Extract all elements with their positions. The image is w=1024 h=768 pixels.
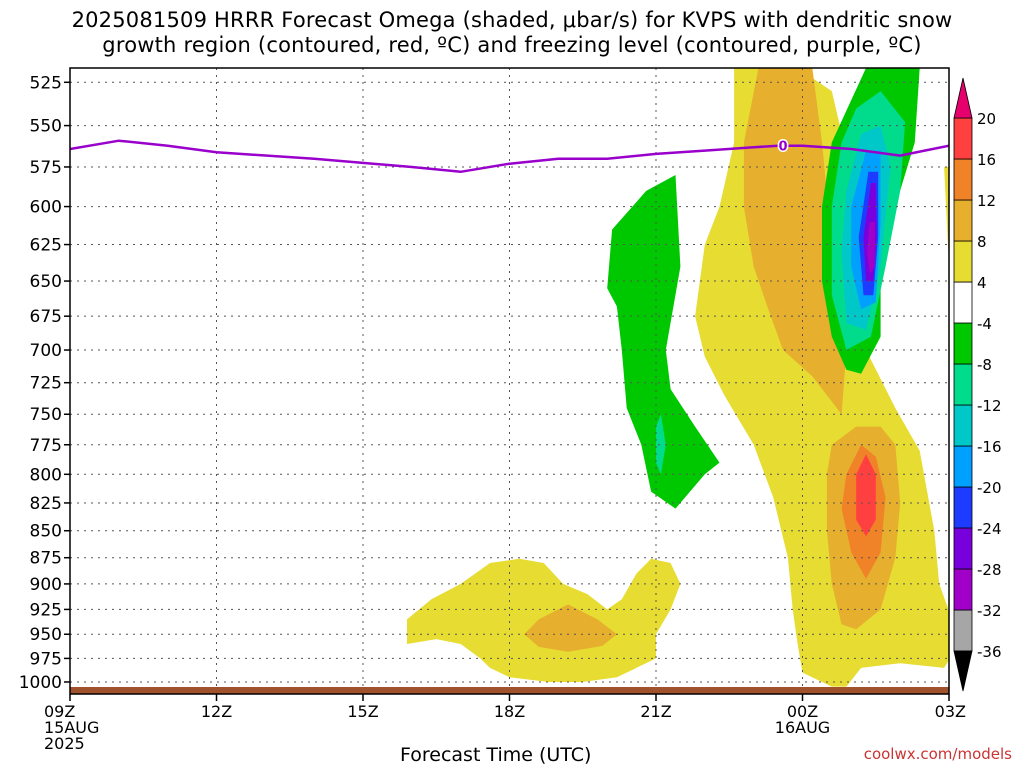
x-tick-label-15-0: 00Z bbox=[787, 702, 818, 721]
y-tick-label-675: 675 bbox=[30, 307, 62, 327]
y-axis: 525 550 575 600 625 650 675 700 725 750 775 800 825 8… bbox=[19, 73, 70, 693]
colorbar-label-12: 16 bbox=[977, 151, 996, 169]
credit-link[interactable]: coolwx.com/models bbox=[863, 745, 1012, 763]
colorbar-label-1: -32 bbox=[977, 602, 1002, 620]
chart-title-line-1: 2025081509 HRRR Forecast Omega (shaded, … bbox=[71, 8, 953, 32]
x-tick-label-12-0: 21Z bbox=[640, 702, 671, 721]
colorbar-label-2: -28 bbox=[977, 561, 1002, 579]
y-tick-label-600: 600 bbox=[30, 198, 62, 218]
y-tick-label-625: 625 bbox=[30, 236, 62, 256]
colorbar-label-8: -4 bbox=[977, 315, 992, 333]
colorbar-label-4: -20 bbox=[977, 479, 1002, 497]
colorbar-label-0: -36 bbox=[977, 643, 1002, 661]
colorbar-box-11 bbox=[953, 158, 973, 201]
colorbar-box-7 bbox=[953, 322, 973, 365]
omega-region-dn-4-8 bbox=[607, 175, 720, 509]
colorbar-label-7: -8 bbox=[977, 356, 992, 374]
y-tick-label-800: 800 bbox=[30, 465, 62, 485]
y-tick-label-575: 575 bbox=[30, 158, 62, 178]
colorbar-box-10 bbox=[953, 199, 973, 242]
colorbar-box-12 bbox=[953, 117, 973, 160]
colorbar-box-6 bbox=[953, 363, 973, 406]
chart-title-line-2: growth region (contoured, red, ºC) and f… bbox=[102, 33, 922, 57]
y-tick-label-525: 525 bbox=[30, 73, 62, 93]
y-tick-label-925: 925 bbox=[30, 600, 62, 620]
freezing-level-label: 0 bbox=[778, 140, 787, 155]
x-tick-label-3-0: 12Z bbox=[201, 702, 232, 721]
freezing-level-line bbox=[70, 139, 949, 174]
y-tick-label-650: 650 bbox=[30, 272, 62, 292]
y-tick-label-825: 825 bbox=[30, 494, 62, 514]
colorbar: -36 -32 -28 -24 -20 -16 -12 -8 -4 4 8 12 16 20 bbox=[953, 77, 1002, 692]
y-tick-label-1000: 1000 bbox=[19, 673, 62, 693]
omega-region-dn-28-16 bbox=[867, 221, 875, 274]
colorbar-label-3: -24 bbox=[977, 520, 1002, 538]
y-tick-label-775: 775 bbox=[30, 436, 62, 456]
y-tick-label-850: 850 bbox=[30, 522, 62, 542]
colorbar-label-10: 8 bbox=[977, 233, 987, 251]
ground-bar bbox=[70, 687, 949, 694]
ground-surface bbox=[70, 687, 949, 694]
y-tick-label-750: 750 bbox=[30, 405, 62, 425]
colorbar-box-1 bbox=[953, 568, 973, 611]
colorbar-box-8 bbox=[953, 281, 973, 324]
colorbar-label-13: 20 bbox=[977, 110, 996, 128]
colorbar-label-9: 4 bbox=[977, 274, 987, 292]
colorbar-box-9 bbox=[953, 240, 973, 283]
y-tick-label-725: 725 bbox=[30, 374, 62, 394]
x-tick-label-6-0: 15Z bbox=[347, 702, 378, 721]
omega-region-up-4-7 bbox=[944, 167, 949, 267]
omega-region-dn-8-9 bbox=[656, 414, 666, 475]
y-tick-label-875: 875 bbox=[30, 549, 62, 569]
colorbar-box-0 bbox=[953, 609, 973, 652]
colorbar-label-6: -12 bbox=[977, 397, 1002, 415]
x-tick-label-18-0: 03Z bbox=[935, 702, 966, 721]
omega-region-up-8-3 bbox=[743, 68, 847, 415]
x-tick-label-9-0: 18Z bbox=[494, 702, 525, 721]
colorbar-box-4 bbox=[953, 445, 973, 488]
colorbar-label-5: -16 bbox=[977, 438, 1002, 456]
colorbar-high-triangle bbox=[953, 77, 973, 119]
y-tick-label-950: 950 bbox=[30, 625, 62, 645]
y-tick-label-700: 700 bbox=[30, 341, 62, 361]
freezing-level-contour: 0 bbox=[70, 138, 949, 174]
omega-shaded-regions bbox=[407, 68, 949, 687]
x-tick-label-15-1: 16AUG bbox=[775, 718, 830, 737]
y-tick-label-550: 550 bbox=[30, 117, 62, 137]
x-tick-label-0-1: 15AUG bbox=[44, 718, 99, 737]
colorbar-label-11: 12 bbox=[977, 192, 996, 210]
x-axis-title: Forecast Time (UTC) bbox=[400, 744, 592, 766]
y-tick-label-975: 975 bbox=[30, 649, 62, 669]
omega-region-up-8-1 bbox=[524, 604, 617, 652]
y-tick-label-900: 900 bbox=[30, 575, 62, 595]
colorbar-low-triangle bbox=[953, 650, 973, 692]
colorbar-box-2 bbox=[953, 527, 973, 570]
x-tick-label-0-2: 2025 bbox=[44, 734, 85, 753]
colorbar-box-3 bbox=[953, 486, 973, 529]
colorbar-box-5 bbox=[953, 404, 973, 447]
x-tick-label-0-0: 09Z bbox=[44, 702, 75, 721]
